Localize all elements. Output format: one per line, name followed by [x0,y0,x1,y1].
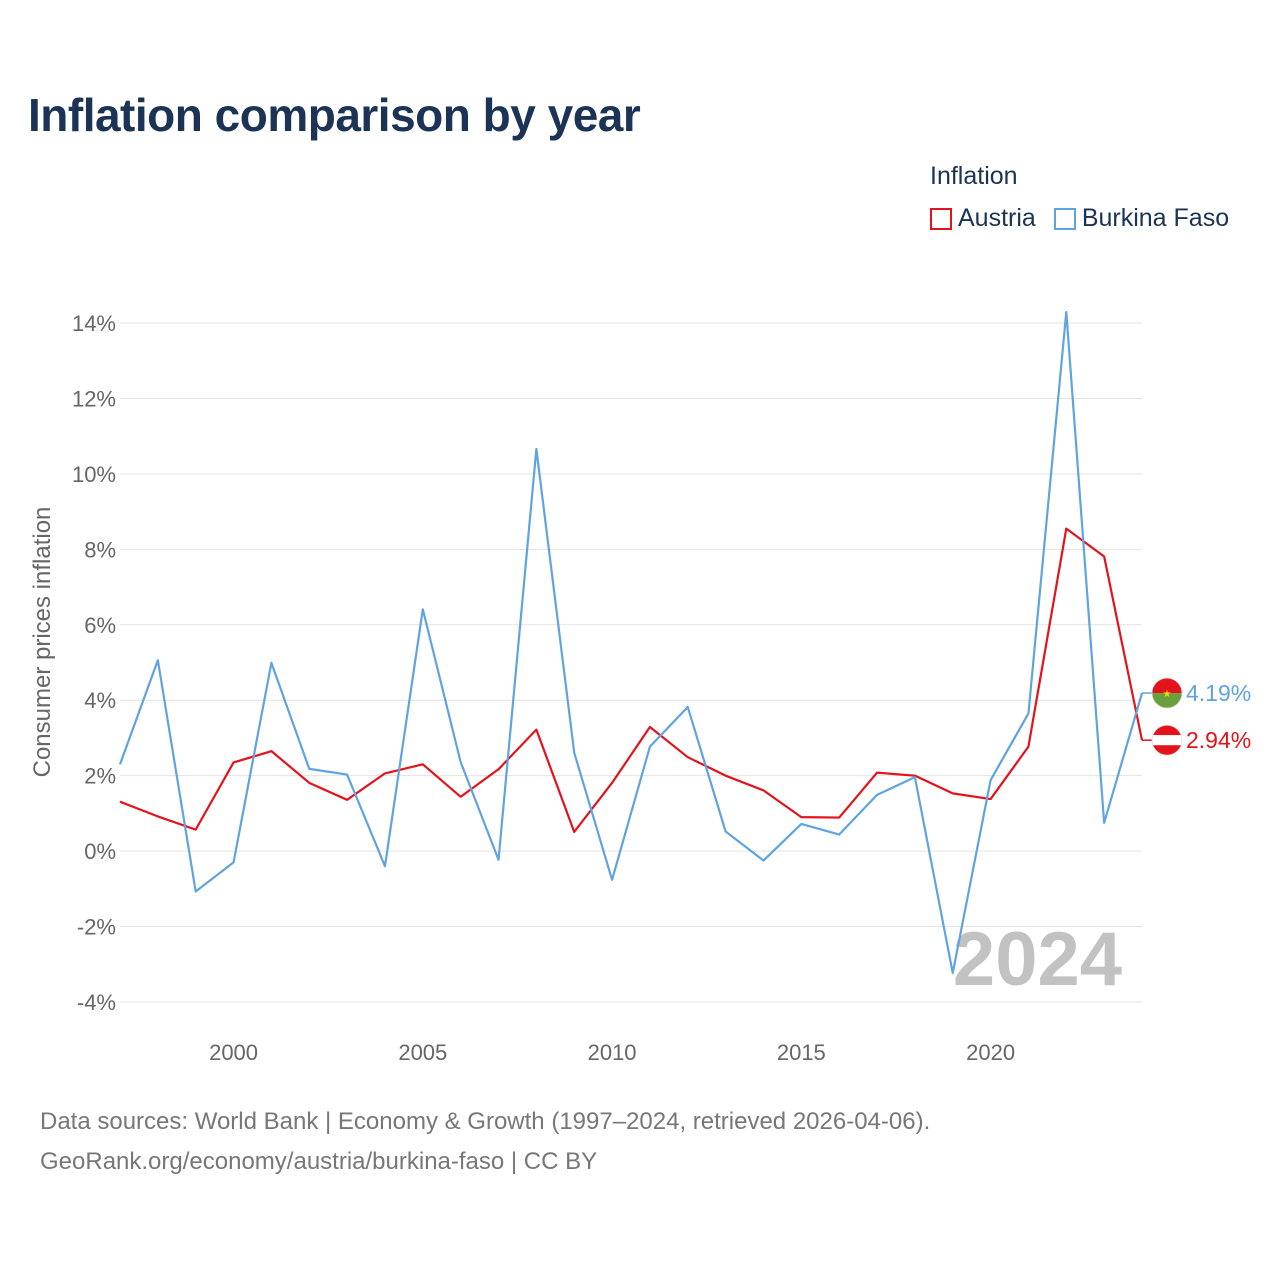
chart-title: Inflation comparison by year [28,89,641,141]
series-lines [118,310,1144,975]
y-tick-label-9: 14% [72,311,116,336]
flag-austria-icon [1151,724,1183,756]
y-tick-label-1: -2% [77,915,116,940]
svg-text:★: ★ [1163,689,1172,700]
y-tick-label-2: 0% [84,839,116,864]
end-label-burkina-faso: 4.19% [1186,680,1251,706]
x-axis-ticks: 2000 2005 2010 2015 2020 [209,1040,1015,1065]
y-tick-label-8: 12% [72,386,116,411]
legend-title: Inflation [930,162,1018,190]
x-tick-label-2: 2010 [588,1040,637,1065]
y-tick-label-7: 10% [72,462,116,487]
grid-lines [120,322,1142,1003]
y-tick-label-4: 4% [84,688,116,713]
y-tick-label-0: -4% [77,990,116,1015]
end-markers: 2.94% ★ 4.19% [1142,677,1251,756]
y-axis-ticks: -4% -2% 0% 2% 4% 6% 8% 10% 12% 14% [72,311,116,1015]
end-label-austria: 2.94% [1186,727,1251,753]
source-line-1: Data sources: World Bank | Economy & Gro… [40,1108,931,1135]
series-line-burkina-faso [118,310,1144,975]
x-tick-label-1: 2005 [398,1040,447,1065]
source-line-2: GeoRank.org/economy/austria/burkina-faso… [40,1148,598,1175]
y-tick-label-5: 6% [84,613,116,638]
legend-item-burkina-faso[interactable]: Burkina Faso [1053,204,1230,233]
y-axis-label: Consumer prices inflation [29,507,56,778]
y-tick-label-3: 2% [84,764,116,789]
year-watermark: 2024 [953,917,1122,1002]
legend-label-austria: Austria [958,204,1036,232]
legend-swatch-austria [930,207,952,230]
legend: Austria Burkina Faso [930,204,1247,233]
legend-swatch-burkina-faso [1053,207,1076,230]
x-tick-label-0: 2000 [209,1040,258,1065]
legend-label-burkina-faso: Burkina Faso [1081,204,1230,232]
y-tick-label-6: 8% [84,537,116,562]
series-line-austria [119,527,1144,833]
flag-burkina-faso-icon: ★ [1151,677,1183,709]
legend-item-austria[interactable]: Austria [930,204,1036,233]
x-tick-label-4: 2020 [966,1040,1015,1065]
x-tick-label-3: 2015 [777,1040,826,1065]
